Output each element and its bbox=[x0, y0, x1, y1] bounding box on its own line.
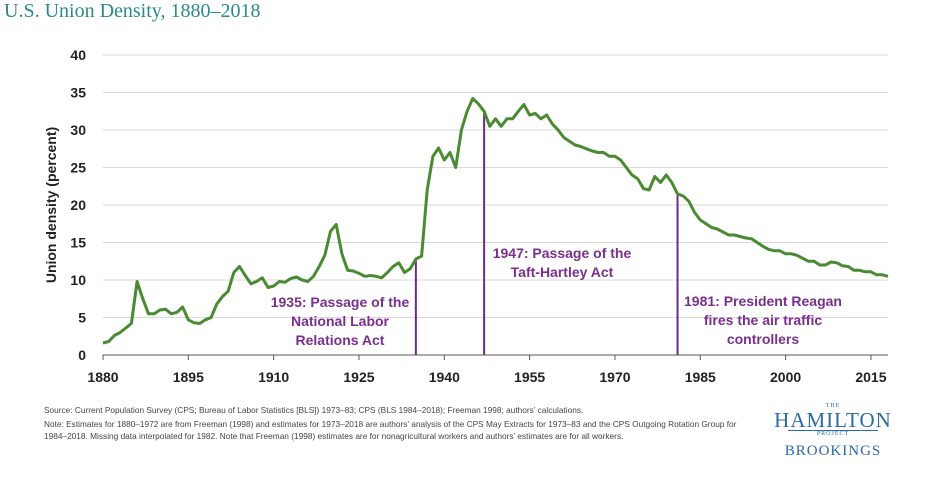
y-axis-ticks: 0 5 10 15 20 25 30 35 40 bbox=[70, 47, 86, 363]
y-axis-label: Union density (percent) bbox=[43, 127, 59, 283]
series-line bbox=[102, 97, 889, 345]
annotation-line: controllers bbox=[727, 331, 800, 347]
annotation-label: 1947: Passage of the Taft-Hartley Act bbox=[493, 245, 632, 280]
union-density-chart: 0 5 10 15 20 25 30 35 40 1880 1895 1910 1925 1940 195… bbox=[43, 47, 889, 385]
y-tick-label: 35 bbox=[70, 85, 86, 101]
y-tick-label: 10 bbox=[70, 272, 86, 288]
x-tick-label: 2000 bbox=[770, 369, 801, 385]
x-tick-label: 1910 bbox=[258, 369, 289, 385]
y-tick-label: 25 bbox=[70, 160, 86, 176]
x-tick-label: 1940 bbox=[429, 369, 460, 385]
annotation-line: fires the air traffic bbox=[704, 312, 822, 328]
x-tick-label: 1985 bbox=[685, 369, 716, 385]
y-tick-label: 0 bbox=[78, 347, 86, 363]
logo-the: THE bbox=[825, 403, 841, 409]
annotation-line: Relations Act bbox=[296, 332, 385, 348]
annotation-label: 1935: Passage of the National Labor Relati… bbox=[271, 294, 410, 348]
annotation-line: 1935: Passage of the bbox=[271, 294, 410, 310]
annotation-label: 1981: President Reagan fires the air traf… bbox=[684, 293, 842, 347]
y-tick-label: 20 bbox=[70, 197, 86, 213]
chart-title: U.S. Union Density, 1880–2018 bbox=[4, 0, 261, 22]
x-tick-label: 1955 bbox=[514, 369, 545, 385]
y-tick-label: 30 bbox=[70, 122, 86, 138]
x-tick-label: 1895 bbox=[173, 369, 204, 385]
annotations: 1935: Passage of the National Labor Relati… bbox=[271, 245, 842, 348]
y-tick-label: 15 bbox=[70, 235, 86, 251]
x-axis-ticks: 1880 1895 1910 1925 1940 1955 1970 1985 2000 2015 bbox=[87, 355, 887, 385]
hamilton-brookings-logo: THE HAMILTON PROJECT BROOKINGS bbox=[768, 402, 898, 460]
source-note: Source: Current Population Survey (CPS; … bbox=[44, 405, 584, 415]
logo-brookings: BROOKINGS bbox=[784, 443, 882, 459]
annotation-line: Taft-Hartley Act bbox=[511, 264, 614, 280]
logo-hamilton: HAMILTON bbox=[774, 408, 892, 432]
method-note: Note: Estimates for 1880–1972 are from F… bbox=[44, 419, 737, 441]
x-tick-label: 1880 bbox=[87, 369, 118, 385]
x-tick-label: 1925 bbox=[343, 369, 374, 385]
x-tick-label: 1970 bbox=[599, 369, 630, 385]
annotation-line: National Labor bbox=[291, 313, 390, 329]
annotation-line: 1981: President Reagan bbox=[684, 293, 842, 309]
y-tick-label: 40 bbox=[70, 47, 86, 63]
event-markers bbox=[414, 111, 679, 355]
gridlines bbox=[103, 54, 888, 318]
y-tick-label: 5 bbox=[78, 310, 86, 326]
x-tick-label: 2015 bbox=[855, 369, 886, 385]
logo-project: PROJECT bbox=[788, 430, 878, 438]
annotation-line: 1947: Passage of the bbox=[493, 245, 632, 261]
